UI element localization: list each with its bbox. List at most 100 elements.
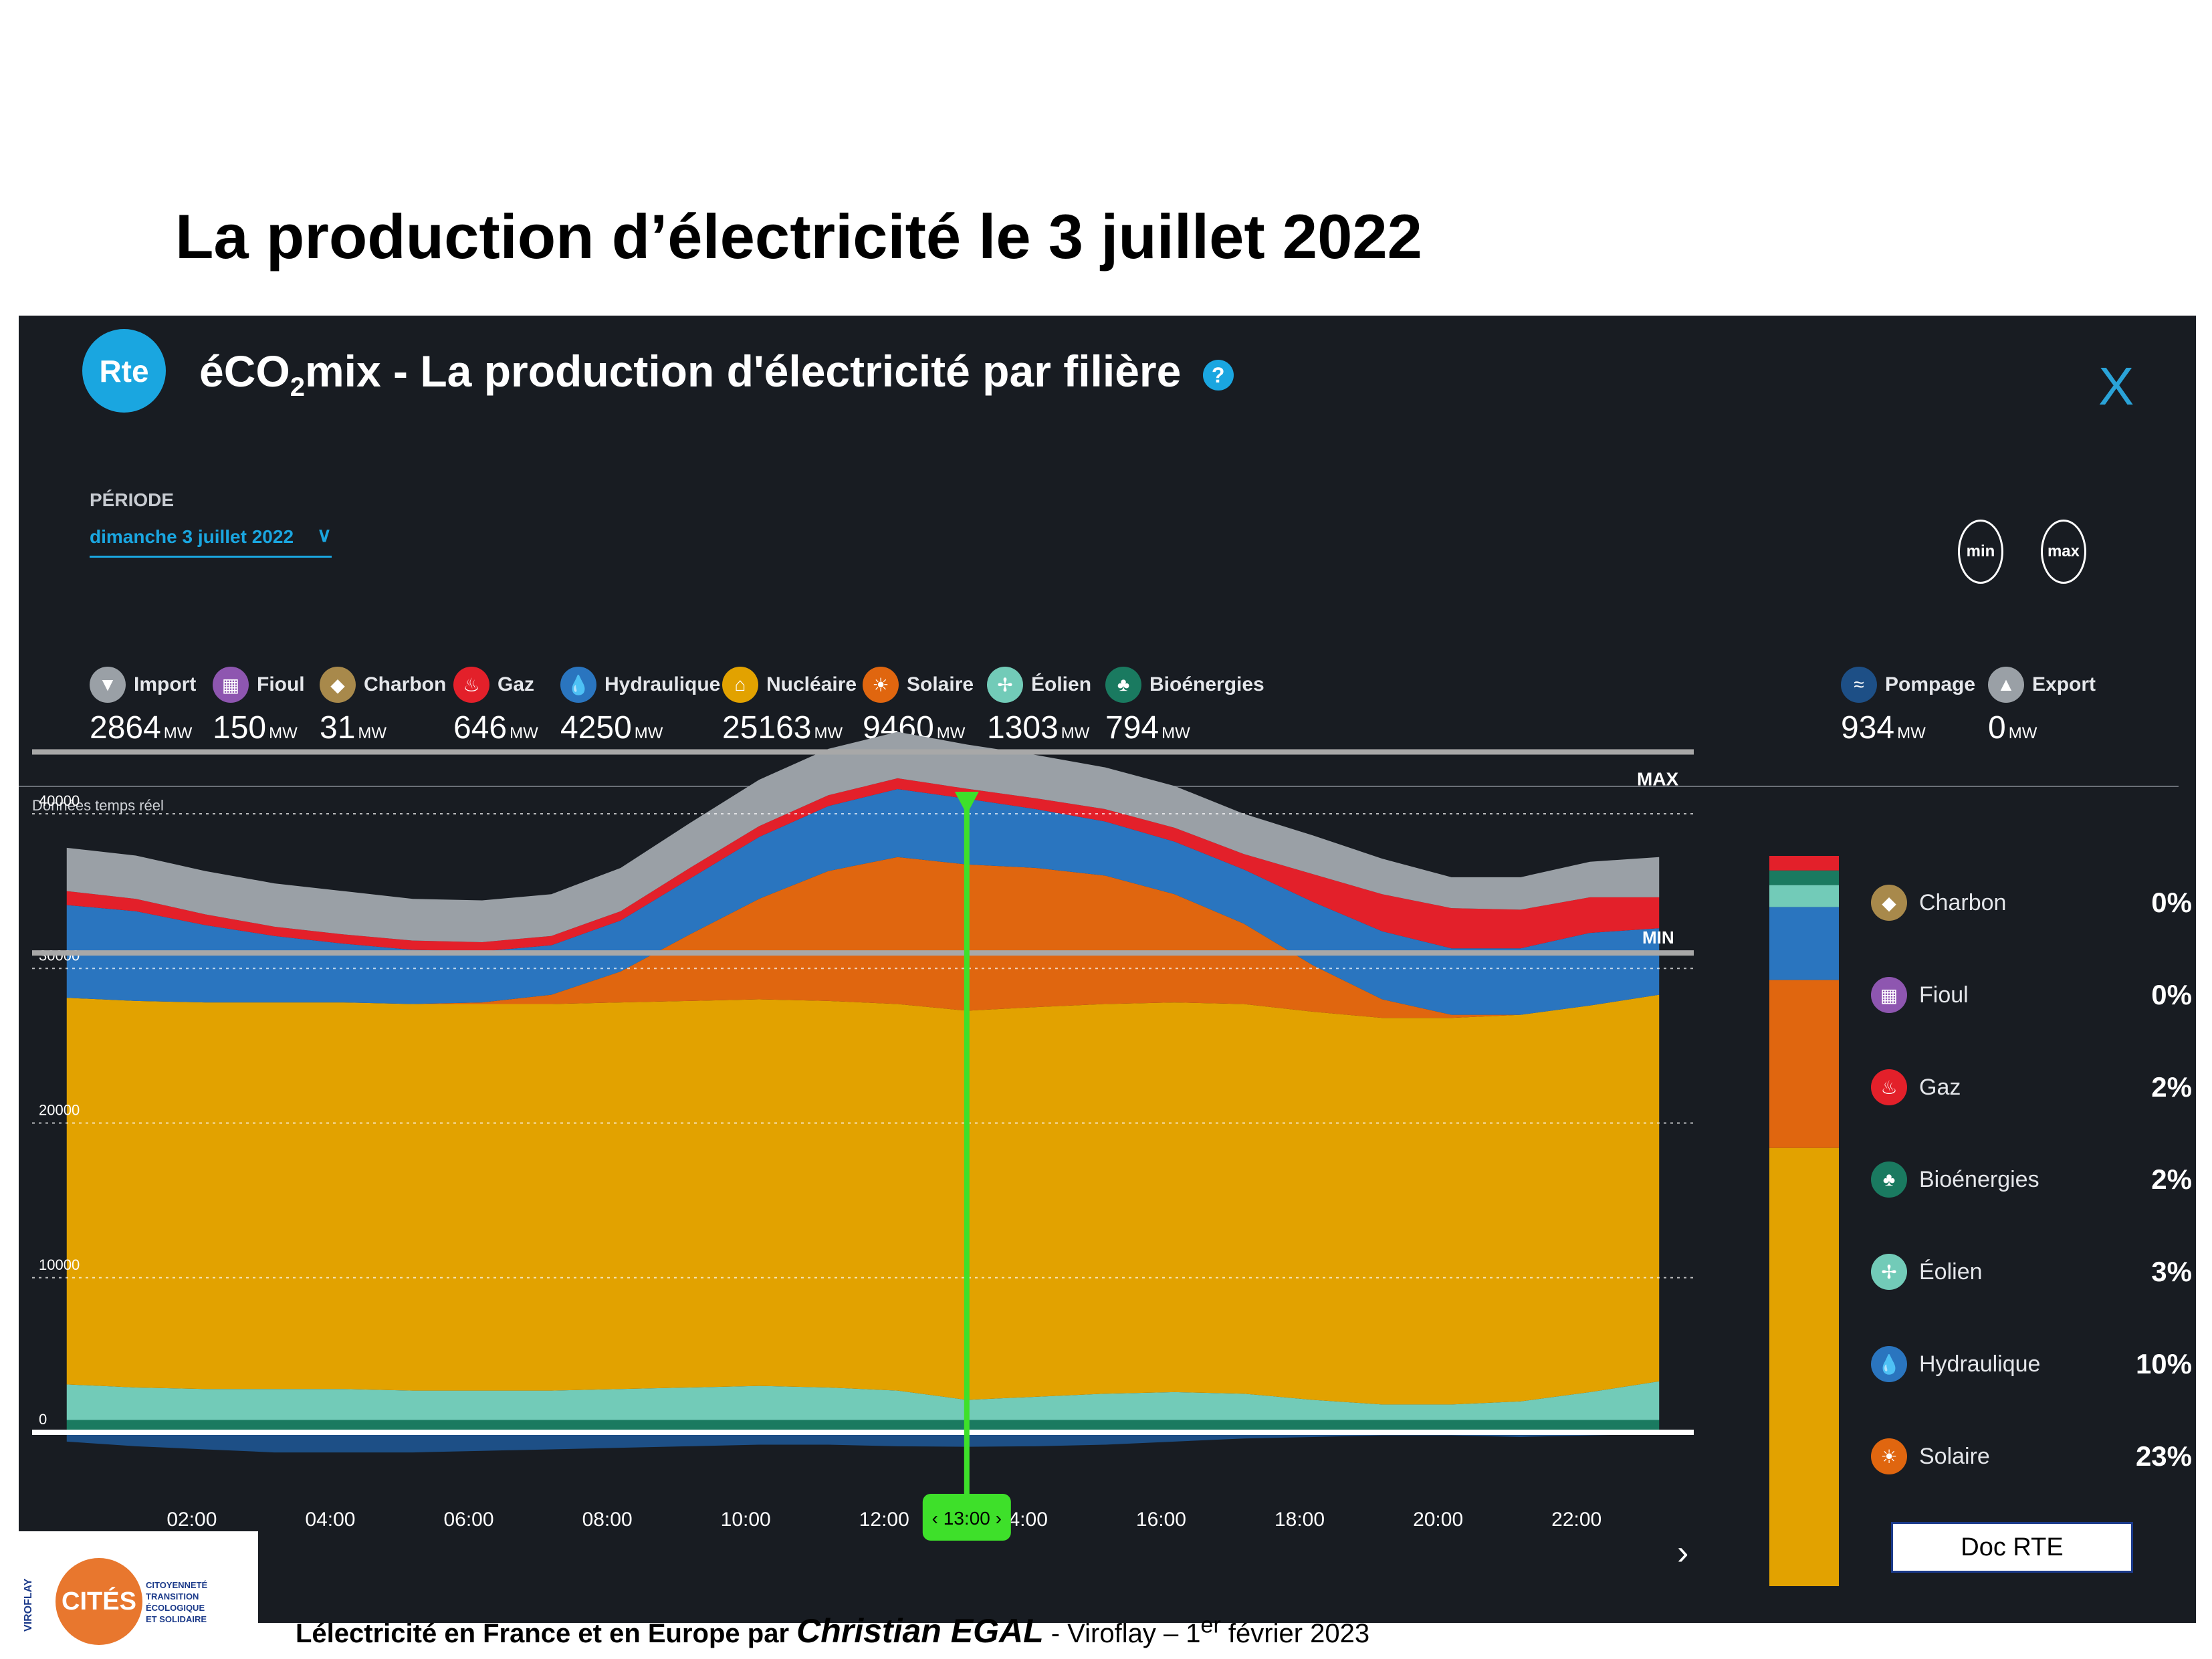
x-tick-label: 06:00 — [443, 1509, 493, 1531]
legend-icon: ☀ — [1871, 1438, 1907, 1474]
legend-percent: 10% — [2135, 1348, 2192, 1379]
source-unit: MW — [1061, 724, 1090, 742]
share-bar-bioenergies — [1769, 870, 1839, 885]
source-hydraulique[interactable]: 💧 Hydraulique 4250 MW — [560, 667, 720, 746]
source-unit: MW — [1897, 724, 1926, 742]
x-tick-label: 02:00 — [167, 1509, 217, 1531]
source-gaz[interactable]: ♨ Gaz 646 MW — [453, 667, 538, 746]
legend-icon: ▦ — [1871, 977, 1907, 1013]
periode-value: dimanche 3 juillet 2022 — [90, 526, 294, 547]
y-tick-label: 40000 — [39, 792, 80, 809]
cursor-handle — [954, 792, 979, 814]
chevron-right-icon[interactable]: › — [1677, 1533, 1689, 1572]
x-tick-label: 18:00 — [1275, 1509, 1325, 1531]
app-title: éCO2mix - La production d'électricité pa… — [199, 346, 1234, 403]
app-title-suffix: mix - La production d'électricité par fi… — [304, 346, 1182, 396]
source-solaire[interactable]: ☀ Solaire 9460 MW — [863, 667, 974, 746]
cursor-label: ‹ 13:00 › — [932, 1508, 1002, 1529]
x-tick-label: 22:00 — [1551, 1509, 1601, 1531]
x-tick-label: 16:00 — [1136, 1509, 1186, 1531]
x-tick-label: 20:00 — [1413, 1509, 1463, 1531]
y-tick-label: 0 — [39, 1411, 47, 1428]
source-unit: MW — [1162, 724, 1190, 742]
share-bar-hydraulique — [1769, 907, 1839, 980]
legend-item-bioenergies[interactable]: ♣ Bioénergies 2% — [1871, 1153, 2192, 1206]
source-bioenergies[interactable]: ♣ Bioénergies 794 MW — [1105, 667, 1264, 746]
source-unit: MW — [634, 724, 663, 742]
source-import[interactable]: ▼ Import 2864 MW — [90, 667, 196, 746]
legend-item-eolien[interactable]: ✢ Éolien 3% — [1871, 1245, 2192, 1299]
realtime-label: Données temps réel — [32, 797, 164, 814]
production-chart[interactable]: 010000200003000040000MAXMIN02:0004:0006:… — [19, 316, 2196, 1623]
legend-name: Bioénergies — [1919, 1166, 2039, 1192]
legend-item-gaz[interactable]: ♨ Gaz 2% — [1871, 1061, 2192, 1114]
app-title-prefix: éCO — [199, 346, 290, 396]
area-bioenergies — [66, 1420, 1660, 1432]
cites-badge: CITÉS — [56, 1558, 142, 1645]
legend-icon: ✢ — [1871, 1254, 1907, 1290]
min-button[interactable]: min — [1958, 520, 2003, 584]
close-icon[interactable]: X — [2098, 356, 2134, 416]
source-name: Hydraulique — [604, 673, 721, 695]
footer-part1: Lélectricité en France et en Europe par — [296, 1619, 797, 1648]
cites-line3: ET SOLIDAIRE — [146, 1614, 207, 1624]
rte-logo: Rte — [82, 329, 166, 413]
source-value: 150 MW — [213, 710, 298, 746]
cites-logo: VIROFLAY CITÉS CITOYENNETÉ TRANSITION ÉC… — [19, 1531, 258, 1658]
source-unit: MW — [358, 724, 387, 742]
fioul-icon: ▦ — [213, 667, 249, 703]
legend-name: Solaire — [1919, 1443, 1990, 1469]
legend-name: Hydraulique — [1919, 1351, 2041, 1377]
source-unit: MW — [2008, 724, 2037, 742]
periode-dropdown[interactable]: dimanche 3 juillet 2022 ∨ — [90, 524, 332, 558]
source-unit: MW — [269, 724, 298, 742]
area-eolien — [66, 1381, 1660, 1420]
charbon-icon: ◆ — [320, 667, 356, 703]
legend-name: Fioul — [1919, 982, 1969, 1008]
share-bar-gaz — [1769, 856, 1839, 871]
source-value: 0 MW — [1988, 710, 2037, 746]
cites-side-text: VIROFLAY — [23, 1578, 34, 1632]
source-name: Import — [134, 673, 197, 695]
help-icon[interactable]: ? — [1202, 359, 1234, 391]
source-value: 25163 MW — [722, 710, 843, 746]
import-icon: ▼ — [90, 667, 126, 703]
x-tick-label: 10:00 — [721, 1509, 771, 1531]
legend-percent: 3% — [2151, 1256, 2192, 1287]
x-tick-label: 08:00 — [582, 1509, 633, 1531]
cites-line1: CITOYENNETÉ — [146, 1580, 208, 1590]
gaz-icon: ♨ — [453, 667, 489, 703]
legend-item-charbon[interactable]: ◆ Charbon 0% — [1871, 876, 2192, 929]
source-name: Fioul — [257, 673, 305, 695]
source-export[interactable]: ▲ Export 0 MW — [1988, 667, 2096, 746]
source-name: Nucléaire — [766, 673, 857, 695]
legend-item-fioul[interactable]: ▦ Fioul 0% — [1871, 968, 2192, 1022]
area-solaire — [66, 857, 1660, 1018]
eolien-icon: ✢ — [987, 667, 1023, 703]
cursor-badge — [922, 1494, 1011, 1541]
legend-name: Gaz — [1919, 1074, 1961, 1100]
source-eolien[interactable]: ✢ Éolien 1303 MW — [987, 667, 1091, 746]
share-bar-eolien — [1769, 885, 1839, 907]
source-name: Charbon — [364, 673, 447, 695]
legend-item-solaire[interactable]: ☀ Solaire 23% — [1871, 1430, 2192, 1483]
area-nucleaire — [66, 994, 1660, 1405]
area-hydraulique — [66, 789, 1660, 1015]
max-button[interactable]: max — [2041, 520, 2086, 584]
legend-item-hydraulique[interactable]: 💧 Hydraulique 10% — [1871, 1337, 2192, 1391]
source-pompage[interactable]: ≈ Pompage 934 MW — [1841, 667, 1975, 746]
source-name: Bioénergies — [1149, 673, 1264, 695]
legend-percent: 0% — [2151, 979, 2192, 1010]
footer-part3: février 2023 — [1220, 1619, 1370, 1648]
y-tick-label: 20000 — [39, 1102, 80, 1119]
source-nucleaire[interactable]: ⌂ Nucléaire 25163 MW — [722, 667, 857, 746]
source-fioul[interactable]: ▦ Fioul 150 MW — [213, 667, 305, 746]
nucleaire-icon: ⌂ — [722, 667, 758, 703]
source-charbon[interactable]: ◆ Charbon 31 MW — [320, 667, 446, 746]
footer-sup: er — [1200, 1612, 1221, 1638]
solaire-icon: ☀ — [863, 667, 899, 703]
doc-rte-label: Doc RTE — [1891, 1522, 2133, 1573]
cites-text: CITOYENNETÉ TRANSITION ÉCOLOGIQUE ET SOL… — [146, 1579, 258, 1625]
legend-name: Éolien — [1919, 1258, 1983, 1285]
cites-line2: TRANSITION ÉCOLOGIQUE — [146, 1591, 205, 1613]
